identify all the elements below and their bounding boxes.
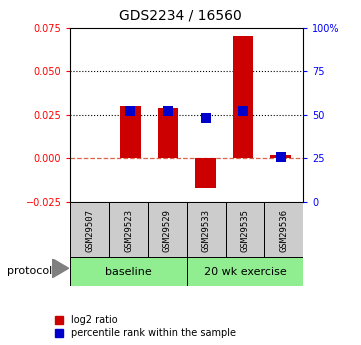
Text: baseline: baseline [105,267,152,277]
Bar [70,202,109,259]
Point [203,116,209,121]
Text: 20 wk exercise: 20 wk exercise [204,267,286,277]
Bar [264,202,303,259]
Bar [270,155,291,158]
Bar [233,36,253,158]
Bar [195,158,216,188]
Text: GSM29507: GSM29507 [85,209,94,252]
Point [240,108,246,114]
Point [165,108,171,114]
Bar [226,202,264,259]
Bar [148,202,187,259]
Bar [158,108,178,158]
Bar [120,106,141,158]
Text: GDS2234 / 16560: GDS2234 / 16560 [119,9,242,23]
Point [278,154,284,159]
Bar [187,202,226,259]
Text: GSM29535: GSM29535 [240,209,249,252]
Point [127,108,133,114]
Text: GSM29536: GSM29536 [279,209,288,252]
Legend: log2 ratio, percentile rank within the sample: log2 ratio, percentile rank within the s… [55,315,236,338]
Text: GSM29533: GSM29533 [202,209,211,252]
Text: protocol: protocol [7,266,52,276]
Bar [187,257,303,286]
Text: GSM29529: GSM29529 [163,209,172,252]
Bar [109,202,148,259]
Bar [70,257,187,286]
Polygon shape [52,259,69,278]
Text: GSM29523: GSM29523 [124,209,133,252]
